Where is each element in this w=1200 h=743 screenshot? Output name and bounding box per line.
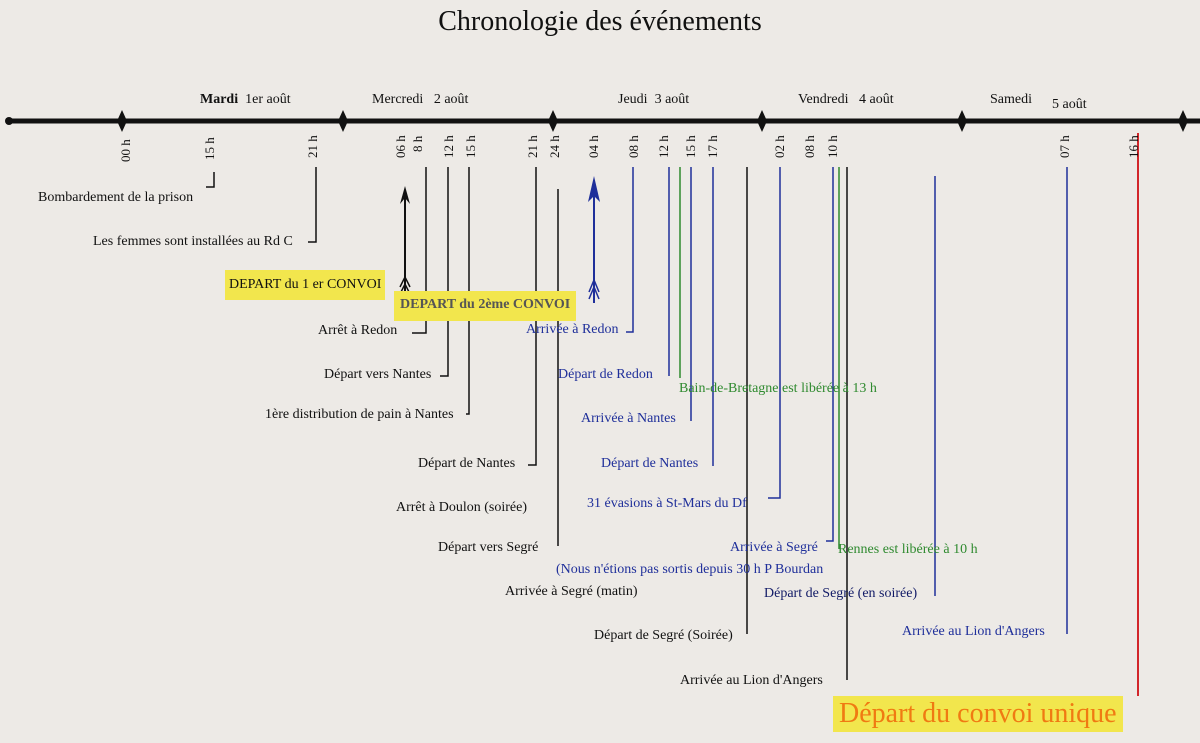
day-separator bbox=[757, 110, 767, 132]
convoy1-arrow-tail bbox=[399, 282, 411, 295]
event-line bbox=[206, 172, 215, 188]
event-label: Départ de Redon bbox=[558, 367, 653, 382]
day-name: Mercredi bbox=[372, 92, 424, 107]
convoy2-arrow-tail bbox=[588, 285, 600, 300]
day-name: Samedi bbox=[990, 92, 1032, 107]
hour-tick: 12 h bbox=[656, 135, 671, 158]
event-label: Départ de Nantes bbox=[601, 456, 699, 471]
event-label: 31 évasions à St-Mars du Df bbox=[587, 496, 747, 511]
hour-tick: 15 h bbox=[463, 135, 478, 158]
hour-tick: 02 h bbox=[772, 135, 787, 158]
event-label: Arrivée à Segré bbox=[730, 540, 818, 555]
day-label: Mercredi 2 août bbox=[372, 92, 468, 108]
event-label: Départ de Nantes bbox=[418, 456, 516, 471]
axis-start-cap bbox=[5, 117, 13, 125]
day-name: Mardi bbox=[200, 92, 239, 107]
event-line bbox=[626, 167, 634, 333]
event-label: Bombardement de la prison bbox=[38, 190, 194, 205]
event-label: 1ère distribution de pain à Nantes bbox=[265, 407, 454, 422]
event-label: Arrivée au Lion d'Angers bbox=[902, 624, 1045, 639]
hour-tick: 16 h bbox=[1126, 135, 1141, 158]
day-date: 5 août bbox=[1052, 97, 1087, 112]
event-label: Les femmes sont installées au Rd C bbox=[93, 234, 293, 249]
event-line bbox=[466, 167, 470, 415]
day-label: Vendredi 4 août bbox=[798, 92, 894, 108]
event-label: Départ de Segré (en soirée) bbox=[764, 586, 918, 601]
hour-tick: 00 h bbox=[118, 139, 133, 162]
day-separator bbox=[338, 110, 348, 132]
event-label: Départ vers Segré bbox=[438, 540, 539, 555]
event-line bbox=[440, 167, 449, 377]
event-label: Départ vers Nantes bbox=[324, 367, 432, 382]
hour-tick: 06 h bbox=[393, 135, 408, 158]
convoy-unique-label: Départ du convoi unique bbox=[833, 696, 1123, 732]
event-label: Rennes est libérée à 10 h bbox=[838, 542, 978, 557]
event-label: Arrivée à Redon bbox=[526, 322, 619, 337]
day-date: 4 août bbox=[859, 92, 894, 107]
day-separator bbox=[117, 110, 127, 132]
event-label: Arrêt à Redon bbox=[318, 323, 398, 338]
event-label-highlight: DEPART du 2ème CONVOI bbox=[394, 291, 577, 321]
event-line bbox=[768, 167, 781, 499]
event-line bbox=[412, 167, 427, 334]
hour-tick: 8 h bbox=[410, 135, 425, 152]
hour-tick: 24 h bbox=[547, 135, 562, 158]
hour-tick: 15 h bbox=[683, 135, 698, 158]
day-name: Vendredi bbox=[798, 92, 849, 107]
event-line bbox=[826, 167, 834, 542]
hour-tick: 12 h bbox=[441, 135, 456, 158]
convoy2-arrow-head bbox=[588, 176, 600, 202]
hour-tick: 21 h bbox=[305, 135, 320, 158]
day-label: Jeudi 3 août bbox=[618, 92, 689, 108]
event-label: Départ de Segré (Soirée) bbox=[594, 628, 733, 643]
day-label: Samedi bbox=[990, 92, 1032, 108]
convoy2-arrow-tail bbox=[588, 278, 600, 293]
event-label: Arrivée au Lion d'Angers bbox=[680, 673, 823, 688]
event-line bbox=[308, 167, 317, 243]
event-label: Arrêt à Doulon (soirée) bbox=[396, 500, 528, 515]
hour-tick: 08 h bbox=[626, 135, 641, 158]
hour-tick: 08 h bbox=[802, 135, 817, 158]
day-separator bbox=[548, 110, 558, 132]
day-separator bbox=[1178, 110, 1188, 132]
day-name: Jeudi bbox=[618, 92, 648, 107]
event-label: (Nous n'étions pas sortis depuis 30 h P … bbox=[556, 562, 824, 577]
day-date: 2 août bbox=[433, 92, 469, 107]
hour-tick: 04 h bbox=[586, 135, 601, 158]
event-line bbox=[528, 167, 537, 466]
hour-tick: 17 h bbox=[705, 135, 720, 158]
event-label: Arrivée à Segré (matin) bbox=[505, 584, 638, 599]
hour-tick: 10 h bbox=[825, 135, 840, 158]
event-label: Bain-de-Bretagne est libérée à 13 h bbox=[679, 381, 877, 396]
event-label: Arrivée à Nantes bbox=[581, 411, 676, 426]
day-separator bbox=[957, 110, 967, 132]
day-label: Mardi 1er août bbox=[200, 92, 291, 108]
day-label: 5 août bbox=[1052, 97, 1087, 113]
hour-tick: 15 h bbox=[202, 137, 217, 160]
hour-tick: 07 h bbox=[1057, 135, 1072, 158]
convoy1-arrow-tail bbox=[399, 275, 411, 288]
day-date: 1er août bbox=[245, 92, 291, 107]
day-date: 3 août bbox=[654, 92, 690, 107]
diagram-title: Chronologie des événements bbox=[438, 6, 762, 37]
convoy1-arrow-head bbox=[400, 186, 410, 204]
hour-tick: 21 h bbox=[525, 135, 540, 158]
event-label-highlight: DEPART du 1 er CONVOI bbox=[225, 270, 386, 300]
